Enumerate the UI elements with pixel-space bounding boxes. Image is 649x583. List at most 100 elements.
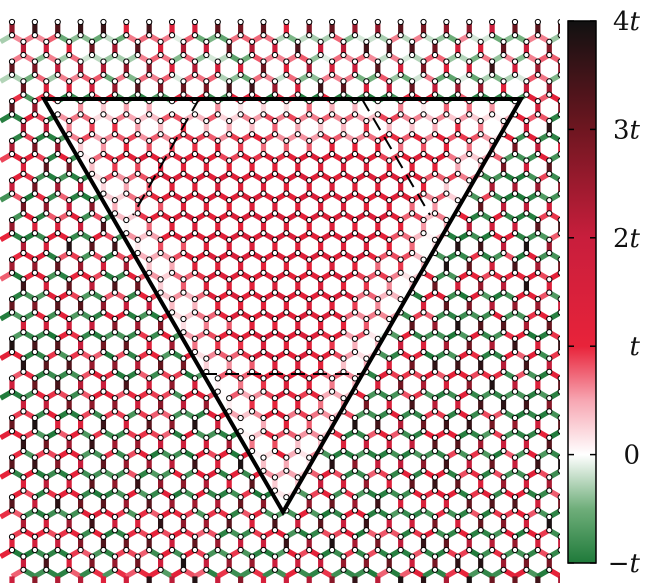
lattice-site <box>511 71 519 78</box>
lattice-site <box>523 210 530 217</box>
lattice-site <box>374 375 381 382</box>
lattice-site <box>191 216 199 224</box>
lattice-site <box>203 513 210 521</box>
lattice-site <box>386 197 393 204</box>
lattice-site <box>374 256 381 263</box>
lattice-site <box>443 150 450 158</box>
lattice-site <box>111 197 118 204</box>
lattice-site <box>146 296 153 303</box>
lattice-site <box>111 329 118 336</box>
lattice-site <box>88 566 96 573</box>
lattice-site <box>466 388 473 395</box>
lattice-site <box>31 177 38 184</box>
lattice-site <box>489 269 496 276</box>
lattice-site <box>203 434 210 441</box>
lattice-site <box>134 487 141 494</box>
lattice-site <box>134 236 141 243</box>
lattice-site <box>54 335 61 342</box>
lattice-site <box>43 434 50 441</box>
lattice-site <box>534 190 541 197</box>
lattice-site <box>443 269 450 276</box>
lattice-site <box>443 256 450 263</box>
lattice-site <box>500 355 507 362</box>
lattice-site <box>260 18 267 26</box>
lattice-site <box>157 474 164 481</box>
lattice-site <box>111 395 118 402</box>
lattice-site <box>546 355 553 362</box>
lattice-site <box>306 18 313 26</box>
lattice-site <box>420 71 427 78</box>
lattice-site <box>43 249 50 257</box>
lattice-site <box>489 216 496 224</box>
lattice-site <box>306 494 313 501</box>
lattice-site <box>123 309 130 316</box>
lattice-site <box>20 197 27 204</box>
lattice-site <box>500 315 507 323</box>
lattice-site <box>66 78 73 85</box>
lattice-site <box>454 117 461 125</box>
lattice-site <box>100 533 107 540</box>
lattice-site <box>214 111 221 118</box>
lattice-site <box>203 91 210 98</box>
lattice-site <box>328 533 336 540</box>
lattice-site <box>466 507 473 514</box>
lattice-site <box>54 494 61 501</box>
lattice-site <box>271 527 279 534</box>
lattice-site <box>31 216 38 224</box>
lattice-site <box>294 51 301 59</box>
lattice-bond <box>559 573 560 576</box>
lattice-site <box>146 216 153 224</box>
lattice-site <box>397 177 404 184</box>
lattice-site <box>8 216 16 224</box>
lattice-site <box>431 329 439 336</box>
lattice-site <box>443 454 450 461</box>
lattice-site <box>237 467 244 474</box>
lattice-site <box>443 507 450 514</box>
lattice-site <box>374 71 381 78</box>
lattice-site <box>306 414 313 422</box>
lattice-site <box>420 150 427 158</box>
lattice-site <box>123 428 130 435</box>
lattice-site <box>66 434 73 441</box>
lattice-site <box>477 434 484 441</box>
lattice-site <box>260 494 267 501</box>
lattice-site <box>271 553 279 560</box>
lattice-site <box>168 150 176 158</box>
lattice-site <box>363 434 370 441</box>
lattice-site <box>54 18 61 26</box>
lattice-site <box>123 546 130 554</box>
lattice-site <box>123 190 130 197</box>
lattice-site <box>157 368 164 375</box>
lattice-site <box>534 32 541 39</box>
lattice-site <box>100 494 107 501</box>
lattice-site <box>523 236 530 243</box>
lattice-site <box>100 216 107 224</box>
lattice-site <box>180 131 187 138</box>
lattice-site <box>214 533 221 540</box>
lattice-site <box>546 197 553 204</box>
lattice-site <box>511 454 519 461</box>
lattice-site <box>191 190 199 197</box>
lattice-site <box>8 32 16 39</box>
lattice-site <box>306 137 313 144</box>
lattice-site <box>8 507 16 514</box>
lattice-site <box>123 256 130 263</box>
lattice-site <box>431 368 439 375</box>
lattice-site <box>500 51 507 59</box>
lattice-site <box>306 269 313 276</box>
lattice-site <box>340 395 347 402</box>
lattice-site <box>397 507 404 514</box>
lattice-site <box>454 131 461 138</box>
lattice-site <box>31 111 38 118</box>
lattice-site <box>374 388 381 395</box>
lattice-site <box>111 289 118 296</box>
lattice-site <box>214 546 221 554</box>
lattice-site <box>88 447 96 455</box>
lattice-site <box>123 137 130 144</box>
lattice-site <box>397 296 404 303</box>
lattice-site <box>146 546 153 554</box>
lattice-site <box>477 447 484 455</box>
region-outline <box>40 97 525 516</box>
lattice-site <box>271 38 279 45</box>
lattice-site <box>409 447 416 455</box>
